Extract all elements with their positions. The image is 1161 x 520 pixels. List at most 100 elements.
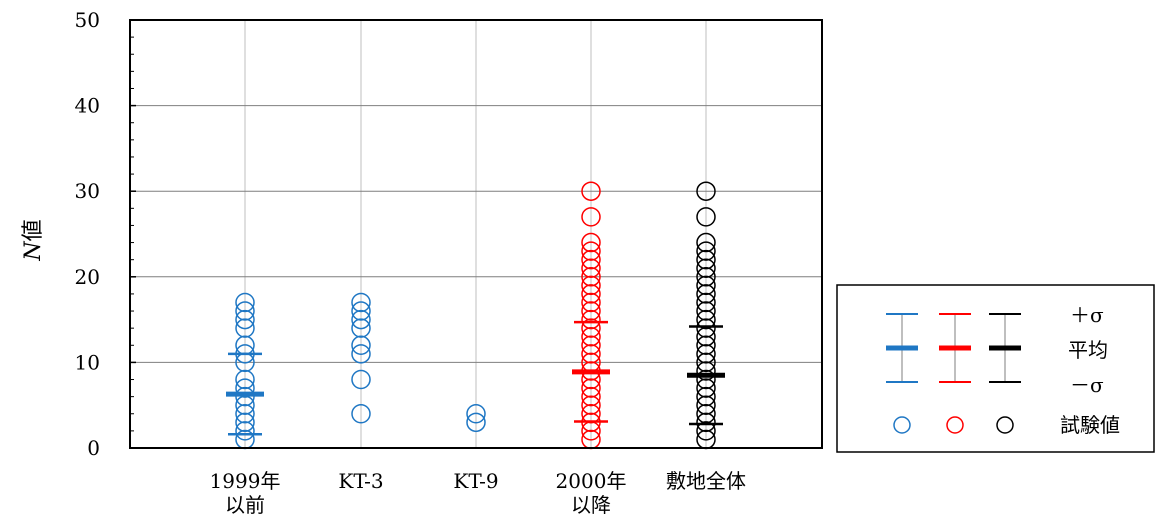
category-series <box>687 181 725 450</box>
legend-frame <box>836 284 1155 453</box>
legend-item <box>939 313 971 434</box>
test-value-point <box>581 267 601 287</box>
test-value-point <box>696 378 716 398</box>
x-category-label: KT-9 <box>453 469 498 493</box>
legend-symbols <box>886 313 1021 434</box>
test-value-point <box>235 421 255 441</box>
test-value-point <box>351 318 371 338</box>
test-value-point <box>351 335 371 356</box>
test-value-point <box>696 181 716 201</box>
y-tick-label: 50 <box>75 8 100 32</box>
x-category-label: 2000年 <box>556 469 627 493</box>
test-value-point <box>696 292 716 313</box>
x-category-label-line2: 以降 <box>571 493 611 517</box>
test-value-point <box>696 275 716 296</box>
test-value-point <box>696 232 716 253</box>
x-category-label-line2: 以前 <box>225 493 265 517</box>
test-value-point <box>581 404 601 424</box>
test-value-point <box>696 335 716 356</box>
test-value-point <box>581 335 601 356</box>
x-category-label: 敷地全体 <box>666 469 746 493</box>
test-value-point <box>466 404 486 424</box>
plot-area-frame <box>129 19 823 449</box>
test-value-point <box>696 386 716 407</box>
test-value-point <box>696 404 716 424</box>
test-value-point <box>235 318 255 338</box>
test-value-point <box>581 258 601 278</box>
test-value-point <box>235 412 255 433</box>
test-value-point <box>235 404 255 424</box>
test-value-point <box>581 344 601 364</box>
test-value-point <box>581 241 601 261</box>
test-value-point <box>235 386 255 407</box>
test-value-point <box>696 369 716 390</box>
test-value-point <box>351 301 371 321</box>
test-value-point <box>581 284 601 304</box>
test-value-point <box>581 292 601 313</box>
test-value-point <box>235 301 255 321</box>
test-value-point <box>696 309 716 330</box>
test-value-point <box>351 292 371 313</box>
test-value-point <box>581 378 601 398</box>
legend-test-value-point <box>946 416 964 434</box>
test-value-point <box>581 326 601 347</box>
test-value-point <box>696 267 716 287</box>
y-tick-label: 30 <box>75 179 100 203</box>
test-value-point <box>235 378 255 398</box>
test-value-point <box>235 292 255 313</box>
legend-minus-sigma-label: －σ <box>1070 373 1104 397</box>
legend-test-value-point <box>893 416 911 434</box>
test-value-point <box>696 352 716 373</box>
test-value-point <box>696 412 716 433</box>
category-series <box>351 292 371 424</box>
test-value-point <box>581 207 601 227</box>
y-tick-label: 40 <box>75 94 100 118</box>
x-category-label: KT-3 <box>338 469 383 493</box>
test-value-point <box>696 326 716 347</box>
test-value-point <box>696 241 716 261</box>
test-value-point <box>581 301 601 321</box>
legend-item <box>886 313 918 434</box>
test-value-point <box>581 275 601 296</box>
y-tick-label: 20 <box>75 265 100 289</box>
test-value-point <box>351 344 371 364</box>
test-value-point <box>581 395 601 415</box>
test-value-point <box>581 232 601 253</box>
y-axis-ticks: 0 10 20 30 40 50 <box>75 8 136 460</box>
legend-plus-sigma-label: ＋σ <box>1070 303 1104 327</box>
test-value-point <box>351 369 371 390</box>
test-value-point <box>696 284 716 304</box>
data-points <box>226 181 725 450</box>
test-value-point <box>351 404 371 424</box>
legend-mean-label: 平均 <box>1068 338 1108 362</box>
test-value-point <box>696 344 716 364</box>
test-value-point <box>696 249 716 270</box>
category-series <box>226 292 264 450</box>
test-value-point <box>466 412 486 433</box>
test-value-point <box>696 301 716 321</box>
test-value-point <box>581 386 601 407</box>
grid-lines <box>130 20 822 448</box>
category-series <box>572 181 610 450</box>
test-value-point <box>696 207 716 227</box>
test-value-point <box>581 309 601 330</box>
test-value-point <box>581 318 601 338</box>
test-value-point <box>696 258 716 278</box>
test-value-point <box>696 318 716 338</box>
legend: ＋σ 平均 －σ 試験値 <box>836 284 1155 453</box>
category-series <box>466 404 486 433</box>
legend-test-value-label: 試験値 <box>1060 413 1120 437</box>
test-value-point <box>581 249 601 270</box>
test-value-point <box>696 361 716 381</box>
legend-item <box>989 313 1021 434</box>
test-value-point <box>235 369 255 390</box>
x-category-label: 1999年 <box>210 469 281 493</box>
y-axis-title: N値 <box>21 219 46 261</box>
legend-test-value-point <box>996 416 1014 434</box>
test-value-point <box>235 309 255 330</box>
y-tick-label: 10 <box>75 350 100 374</box>
y-tick-label: 0 <box>87 436 100 460</box>
test-value-point <box>581 181 601 201</box>
